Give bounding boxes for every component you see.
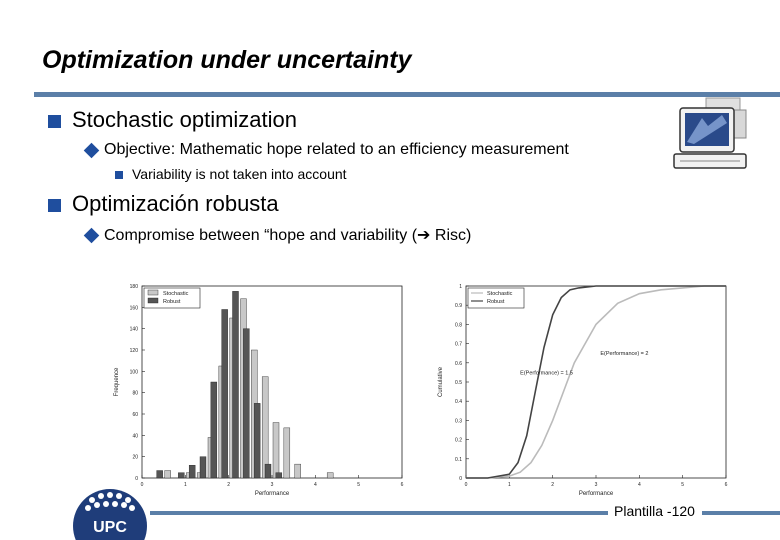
y-tick-label: 0.3: [455, 418, 462, 424]
y-tick-label: 0: [135, 476, 138, 482]
histogram-bar: [210, 381, 218, 479]
y-tick-label: 1: [459, 284, 462, 290]
x-tick-label: 1: [508, 482, 511, 488]
y-tick-label: 0.4: [455, 399, 462, 405]
bullet-square-icon: [48, 115, 61, 128]
x-tick-label: 6: [401, 482, 404, 488]
cumulative-line: [466, 285, 726, 479]
bullet-small-square-icon: [115, 171, 123, 179]
histogram-bar: [261, 376, 269, 479]
bullet-diamond-icon: [83, 142, 100, 159]
histogram-bar: [178, 472, 185, 479]
histogram-bar: [294, 463, 301, 479]
y-tick-label: 40: [132, 433, 138, 439]
bullet-robust-optimization: Optimización robusta: [72, 191, 279, 216]
compromise-text: Compromise between “hope and variability…: [104, 227, 418, 244]
y-tick-label: 0.7: [455, 342, 462, 348]
x-tick-label: 3: [595, 482, 598, 488]
histogram-bar: [275, 472, 283, 479]
histogram-bar: [164, 470, 171, 479]
legend-label: Robust: [163, 299, 181, 305]
histogram-chart: 0 1 2 3 4 5 6020406080100120140160180Performan…: [114, 284, 404, 497]
y-tick-label: 0.8: [455, 322, 462, 328]
x-tick-label: 1: [184, 482, 187, 488]
histogram-bar: [156, 470, 163, 479]
logo-text: UPC: [93, 519, 127, 536]
histogram-bar: [272, 422, 280, 479]
risc-text: Risc): [430, 227, 472, 244]
x-tick-label: 3: [271, 482, 274, 488]
y-tick-label: 160: [130, 305, 139, 311]
x-axis-label: Performance: [255, 491, 290, 497]
upc-logo-icon: UPC: [73, 489, 147, 540]
legend-swatch: [147, 289, 159, 296]
y-axis-label: Frequence: [114, 367, 120, 396]
y-tick-label: 60: [132, 412, 138, 418]
histogram-bar: [264, 463, 272, 479]
histogram-bar: [253, 403, 261, 479]
legend-label: Stochastic: [487, 291, 513, 297]
x-tick-label: 6: [725, 482, 728, 488]
y-tick-label: 120: [130, 348, 139, 354]
plot-frame: [141, 285, 403, 479]
histogram-bar: [283, 427, 291, 479]
histogram-bar: [232, 291, 239, 479]
y-tick-label: 20: [132, 455, 138, 461]
bullet-objective: Objective: Mathematic hope related to an…: [104, 141, 569, 158]
x-tick-label: 0: [141, 482, 144, 488]
histogram-bar: [326, 472, 334, 479]
histogram-bar: [221, 309, 228, 479]
x-tick-label: 5: [681, 482, 684, 488]
x-tick-label: 2: [227, 482, 230, 488]
footer-rule: [150, 511, 608, 515]
slide-footer: Plantilla -120: [614, 503, 695, 519]
x-tick-label: 4: [638, 482, 641, 488]
y-tick-label: 0.5: [455, 380, 462, 386]
footer-rule-right: [702, 511, 780, 515]
legend-label: Stochastic: [163, 291, 189, 297]
histogram-bar: [243, 328, 250, 479]
y-tick-label: 140: [130, 327, 139, 333]
x-tick-label: 0: [465, 482, 468, 488]
y-tick-label: 100: [130, 369, 139, 375]
x-axis-label: Performance: [579, 491, 614, 497]
y-tick-label: 0.6: [455, 361, 462, 367]
bullet-square-icon: [48, 199, 61, 212]
cumulative-chart: 0 1 2 3 4 5 6 0 0.1 0.2 0.3 0.4 0.5 0.6 0.7 0.8 0.9 1 Perf…: [438, 284, 728, 497]
slide-title: Optimization under uncertainty: [42, 46, 412, 74]
bullet-variability: Variability is not taken into account: [132, 166, 347, 182]
y-tick-label: 80: [132, 391, 138, 397]
legend-swatch: [147, 297, 159, 304]
y-tick-label: 0.1: [455, 457, 462, 463]
x-tick-label: 5: [357, 482, 360, 488]
y-tick-label: 0.2: [455, 438, 462, 444]
bullet-diamond-icon: [83, 227, 100, 244]
bullet-compromise: Compromise between “hope and variability…: [104, 225, 471, 245]
plot-frame: [465, 285, 727, 479]
title-underline: [34, 92, 780, 97]
chart-annotation: E(Performance) = 2: [600, 351, 648, 357]
histogram-bar: [188, 464, 196, 479]
chart-annotation: E(Performance) = 1.5: [520, 370, 573, 376]
bullet-stochastic-optimization: Stochastic optimization: [72, 107, 297, 132]
y-axis-label: Cumulative: [438, 366, 444, 397]
computer-icon: [673, 97, 747, 169]
legend-label: Robust: [487, 299, 505, 305]
histogram-bar: [199, 456, 207, 479]
arrow-right-icon: ➔: [417, 225, 431, 244]
cumulative-line: [466, 285, 726, 479]
y-tick-label: 0: [459, 476, 462, 482]
y-tick-label: 0.9: [455, 303, 462, 309]
x-tick-label: 2: [551, 482, 554, 488]
x-tick-label: 4: [314, 482, 317, 488]
y-tick-label: 180: [130, 284, 139, 290]
